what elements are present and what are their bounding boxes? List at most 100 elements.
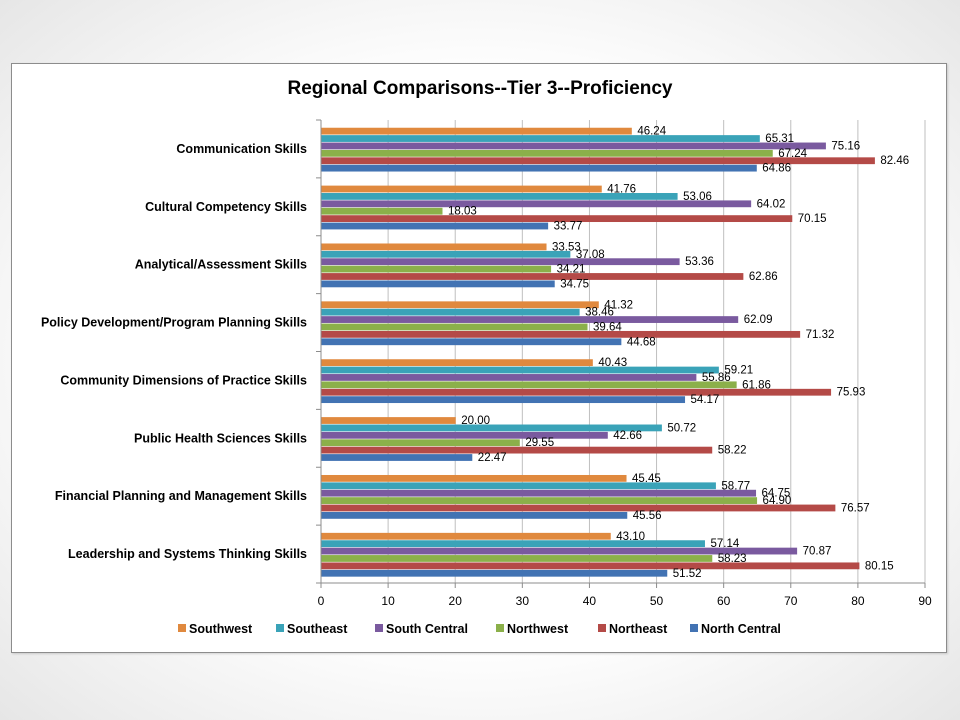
data-label: 38.46 <box>585 307 614 319</box>
legend-swatch <box>496 624 504 632</box>
data-label: 58.77 <box>721 480 750 492</box>
bar-southeast <box>321 540 705 548</box>
bar-northwest <box>321 149 773 157</box>
bar-north-central <box>321 164 757 172</box>
legend-swatch <box>276 624 284 632</box>
bar-south-central <box>321 258 680 266</box>
bar-southwest <box>321 301 599 309</box>
legend-label: Northeast <box>609 622 668 636</box>
bar-north-central <box>321 569 668 577</box>
data-label: 70.15 <box>798 213 827 225</box>
bar-southwest <box>321 417 456 424</box>
data-label: 80.15 <box>865 560 894 572</box>
data-label: 34.75 <box>560 278 589 290</box>
bar-southeast <box>321 135 760 142</box>
data-label: 62.09 <box>744 314 773 326</box>
data-label: 61.86 <box>742 379 771 391</box>
category-label: Analytical/Assessment Skills <box>135 258 307 272</box>
data-label: 71.32 <box>806 329 835 341</box>
bar-southwest <box>321 359 593 367</box>
chart-title: Regional Comparisons--Tier 3--Proficienc… <box>0 78 960 100</box>
data-label: 76.57 <box>841 502 870 514</box>
legend-label: North Central <box>701 622 781 636</box>
bar-southeast <box>321 482 716 490</box>
bar-south-central <box>321 431 608 439</box>
data-label: 41.76 <box>607 184 636 196</box>
bar-southwest <box>321 532 611 540</box>
category-label: Communication Skills <box>176 142 307 156</box>
data-label: 43.10 <box>616 531 645 543</box>
data-label: 82.46 <box>880 155 909 167</box>
bar-north-central <box>321 396 686 404</box>
data-label: 45.56 <box>633 510 662 522</box>
category-label: Policy Development/Program Planning Skil… <box>41 316 307 330</box>
data-label: 18.03 <box>448 206 477 218</box>
data-label: 45.45 <box>632 473 661 485</box>
bar-south-central <box>321 547 798 555</box>
bar-north-central <box>321 222 549 230</box>
bar-northwest <box>321 555 713 562</box>
category-label: Financial Planning and Management Skills <box>55 489 307 503</box>
x-tick-label: 60 <box>717 594 731 608</box>
data-label: 58.23 <box>718 553 747 565</box>
data-label: 64.75 <box>762 488 791 500</box>
bar-northwest <box>321 265 552 273</box>
bar-southeast <box>321 308 580 316</box>
data-label: 37.08 <box>576 249 605 261</box>
bar-northeast <box>321 157 875 165</box>
bar-north-central <box>321 454 473 461</box>
data-label: 20.00 <box>461 415 490 427</box>
bar-southwest <box>321 127 632 135</box>
legend-label: Southeast <box>287 622 348 636</box>
bar-southeast <box>321 250 571 258</box>
bar-southwest <box>321 243 547 251</box>
x-tick-label: 0 <box>318 594 325 608</box>
data-label: 65.31 <box>765 133 794 145</box>
data-label: 44.68 <box>627 336 656 348</box>
data-label: 53.36 <box>685 256 714 268</box>
bar-northeast <box>321 273 744 280</box>
bar-northwest <box>321 323 588 331</box>
x-tick-label: 80 <box>851 594 865 608</box>
legend-swatch <box>690 624 698 632</box>
bar-northeast <box>321 388 832 396</box>
data-label: 39.64 <box>593 321 622 333</box>
legend-label: Southwest <box>189 622 253 636</box>
data-label: 53.06 <box>683 191 712 203</box>
data-label: 51.52 <box>673 568 702 580</box>
legend-swatch <box>598 624 606 632</box>
data-label: 40.43 <box>598 357 627 369</box>
category-label: Leadership and Systems Thinking Skills <box>68 547 307 561</box>
x-tick-label: 70 <box>784 594 798 608</box>
data-label: 64.02 <box>757 198 786 210</box>
bar-northwest <box>321 439 520 447</box>
bar-north-central <box>321 338 622 346</box>
category-label: Public Health Sciences Skills <box>134 431 307 445</box>
x-tick-label: 20 <box>449 594 463 608</box>
bar-northeast <box>321 330 801 338</box>
x-tick-label: 10 <box>381 594 395 608</box>
bar-northeast <box>321 562 860 570</box>
data-label: 29.55 <box>525 437 554 449</box>
data-label: 33.53 <box>552 241 581 253</box>
data-label: 64.86 <box>762 163 791 175</box>
bar-north-central <box>321 280 555 288</box>
bar-south-central <box>321 316 739 323</box>
bar-south-central <box>321 200 752 208</box>
data-label: 70.87 <box>803 546 832 558</box>
bar-southeast <box>321 193 678 200</box>
bar-southwest <box>321 474 627 482</box>
bar-north-central <box>321 511 628 519</box>
data-label: 34.21 <box>557 264 586 276</box>
data-label: 46.24 <box>637 126 666 138</box>
bar-southeast <box>321 366 719 374</box>
data-label: 58.22 <box>718 445 747 457</box>
x-tick-label: 40 <box>583 594 597 608</box>
data-label: 55.86 <box>702 372 731 384</box>
legend-swatch <box>178 624 186 632</box>
bar-northwest <box>321 497 758 504</box>
bar-northeast <box>321 215 793 223</box>
bar-northeast <box>321 446 713 454</box>
data-label: 62.86 <box>749 271 778 283</box>
